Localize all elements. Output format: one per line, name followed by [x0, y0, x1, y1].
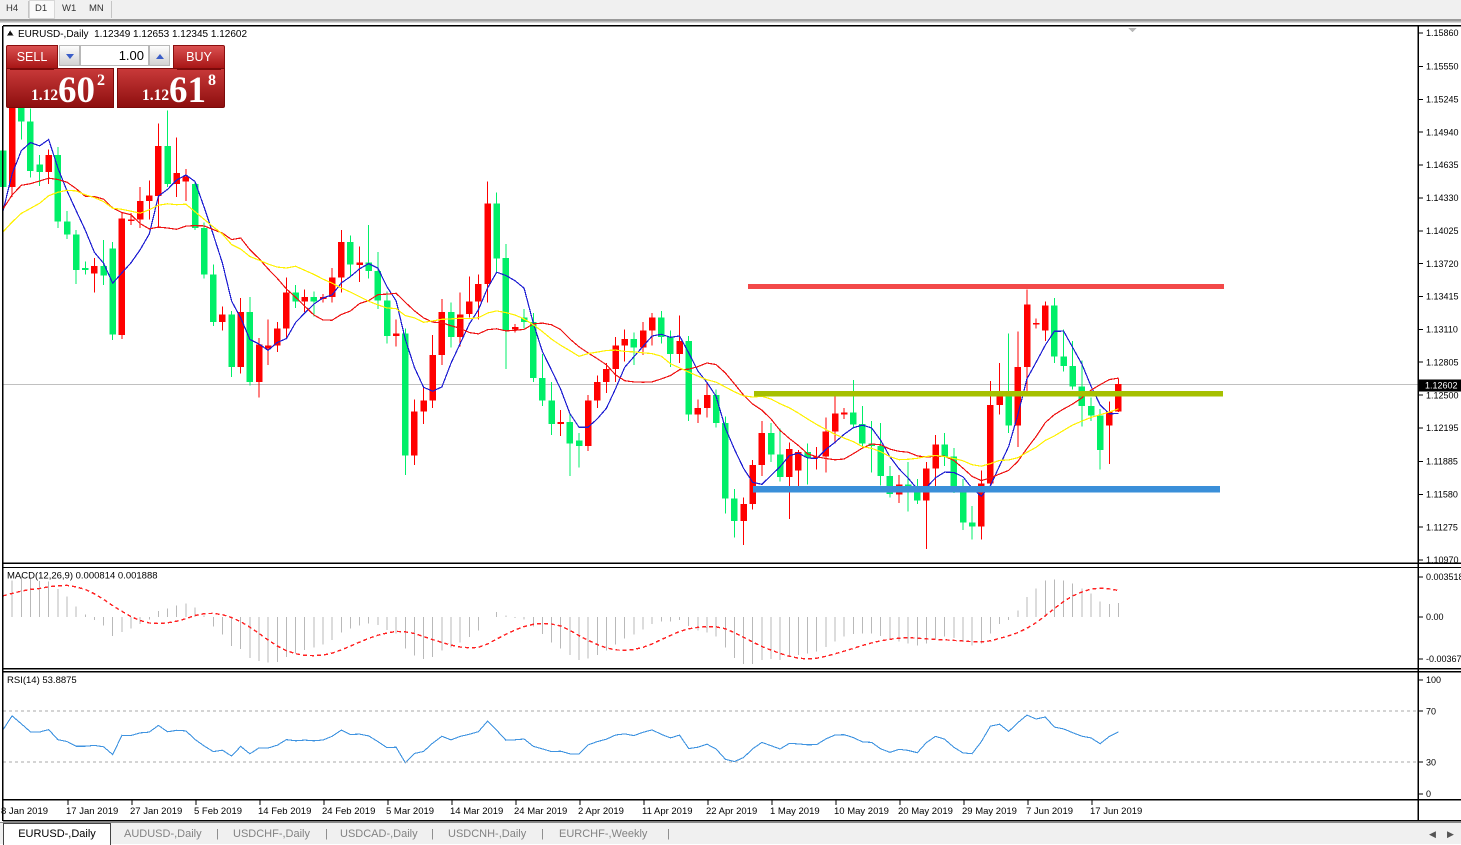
- svg-text:1.11275: 1.11275: [1426, 522, 1458, 532]
- svg-text:1.12195: 1.12195: [1426, 423, 1459, 433]
- svg-text:14 Mar 2019: 14 Mar 2019: [450, 806, 503, 817]
- svg-text:11 Apr 2019: 11 Apr 2019: [642, 806, 693, 817]
- svg-text:100: 100: [1426, 675, 1441, 685]
- svg-text:RSI(14) 53.8875: RSI(14) 53.8875: [7, 675, 77, 686]
- svg-text:1 May 2019: 1 May 2019: [770, 806, 820, 817]
- svg-text:1.13110: 1.13110: [1426, 325, 1458, 335]
- svg-text:1.13720: 1.13720: [1426, 259, 1459, 269]
- svg-text:24 Mar 2019: 24 Mar 2019: [514, 806, 567, 817]
- svg-text:1.14635: 1.14635: [1426, 160, 1459, 170]
- svg-text:1.12602: 1.12602: [1425, 381, 1458, 391]
- svg-text:1.12805: 1.12805: [1426, 357, 1459, 367]
- svg-text:1.15550: 1.15550: [1426, 62, 1459, 72]
- svg-text:1.15860: 1.15860: [1426, 28, 1459, 38]
- svg-text:1.11580: 1.11580: [1426, 490, 1458, 500]
- svg-text:1.11885: 1.11885: [1426, 457, 1458, 467]
- svg-text:30: 30: [1426, 757, 1436, 767]
- svg-text:27 Jan 2019: 27 Jan 2019: [130, 806, 182, 817]
- svg-text:MACD(12,26,9) 0.000814 0.00188: MACD(12,26,9) 0.000814 0.001888: [7, 571, 158, 582]
- svg-text:17 Jun 2019: 17 Jun 2019: [1090, 806, 1142, 817]
- svg-text:0.003518: 0.003518: [1426, 572, 1461, 582]
- svg-text:10 May 2019: 10 May 2019: [834, 806, 889, 817]
- svg-text:EURUSD-,Daily 1.12349 1.12653: EURUSD-,Daily 1.12349 1.12653 1.12345 1.…: [18, 29, 247, 40]
- svg-text:1.14330: 1.14330: [1426, 193, 1459, 203]
- svg-text:1.12500: 1.12500: [1426, 390, 1459, 400]
- svg-text:1.14025: 1.14025: [1426, 226, 1459, 236]
- svg-text:0.00: 0.00: [1426, 612, 1444, 622]
- svg-text:24 Feb 2019: 24 Feb 2019: [322, 806, 375, 817]
- svg-text:17 Jan 2019: 17 Jan 2019: [66, 806, 118, 817]
- svg-text:29 May 2019: 29 May 2019: [962, 806, 1017, 817]
- svg-text:20 May 2019: 20 May 2019: [898, 806, 953, 817]
- svg-text:5 Feb 2019: 5 Feb 2019: [194, 806, 242, 817]
- svg-text:70: 70: [1426, 706, 1436, 716]
- svg-text:22 Apr 2019: 22 Apr 2019: [706, 806, 757, 817]
- svg-text:14 Feb 2019: 14 Feb 2019: [258, 806, 311, 817]
- svg-text:1.13415: 1.13415: [1426, 292, 1459, 302]
- svg-text:0: 0: [1426, 789, 1431, 799]
- svg-text:1.15245: 1.15245: [1426, 95, 1459, 105]
- svg-text:-0.00367: -0.00367: [1426, 654, 1461, 664]
- svg-text:7 Jun 2019: 7 Jun 2019: [1026, 806, 1073, 817]
- svg-text:8 Jan 2019: 8 Jan 2019: [1, 806, 48, 817]
- svg-text:5 Mar 2019: 5 Mar 2019: [386, 806, 434, 817]
- svg-text:1.14940: 1.14940: [1426, 127, 1459, 137]
- svg-text:2 Apr 2019: 2 Apr 2019: [578, 806, 624, 817]
